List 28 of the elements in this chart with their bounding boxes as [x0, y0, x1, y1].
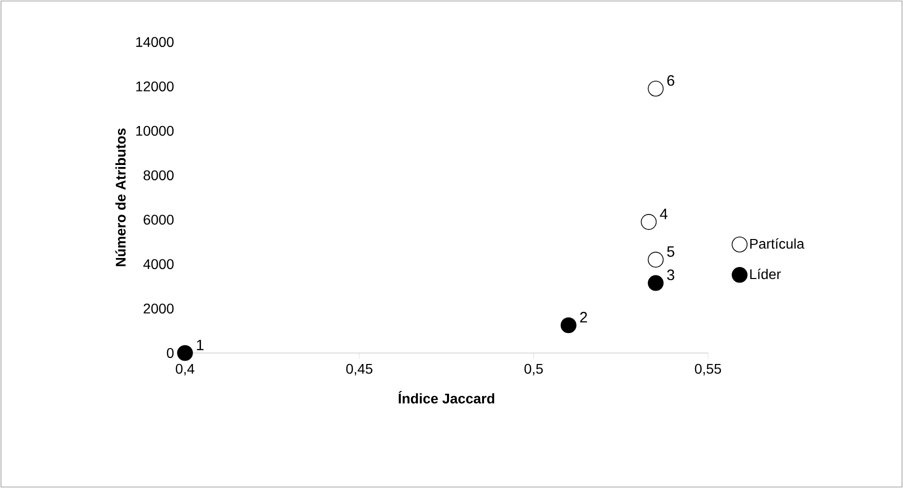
point	[648, 252, 664, 268]
annotation: 4	[660, 208, 668, 220]
legend-label: Líder	[750, 268, 781, 280]
y-tick-label: 12000	[136, 81, 174, 92]
y-tick-label: 2000	[144, 304, 174, 314]
point	[560, 317, 576, 334]
point	[648, 275, 664, 291]
y-axis-title: Número de Atributos	[115, 128, 126, 266]
annotation: 5	[667, 246, 674, 257]
point	[177, 345, 193, 361]
y-tick-label: 14000	[136, 37, 174, 47]
point	[648, 80, 664, 97]
annotation: 2	[580, 312, 587, 322]
y-tick-label: 10000	[136, 126, 174, 136]
annotation: 3	[667, 270, 674, 280]
y-tick-label: 6000	[144, 214, 174, 225]
x-tick-label: 0,4	[176, 364, 194, 376]
annotation: 6	[667, 75, 674, 86]
y-tick-label: 4000	[143, 259, 174, 270]
x-tick-label: 0,45	[346, 364, 372, 376]
x-tick-label: 0,55	[694, 364, 722, 376]
x-tick-label: 0,5	[524, 364, 543, 376]
y-tick-label: 0	[166, 348, 174, 358]
annotation: 1	[197, 340, 204, 350]
x-axis-title: Índice Jaccard	[398, 390, 494, 404]
point	[640, 214, 657, 230]
legend-label: Partícula	[750, 238, 804, 249]
y-tick-label: 8000	[144, 170, 174, 180]
